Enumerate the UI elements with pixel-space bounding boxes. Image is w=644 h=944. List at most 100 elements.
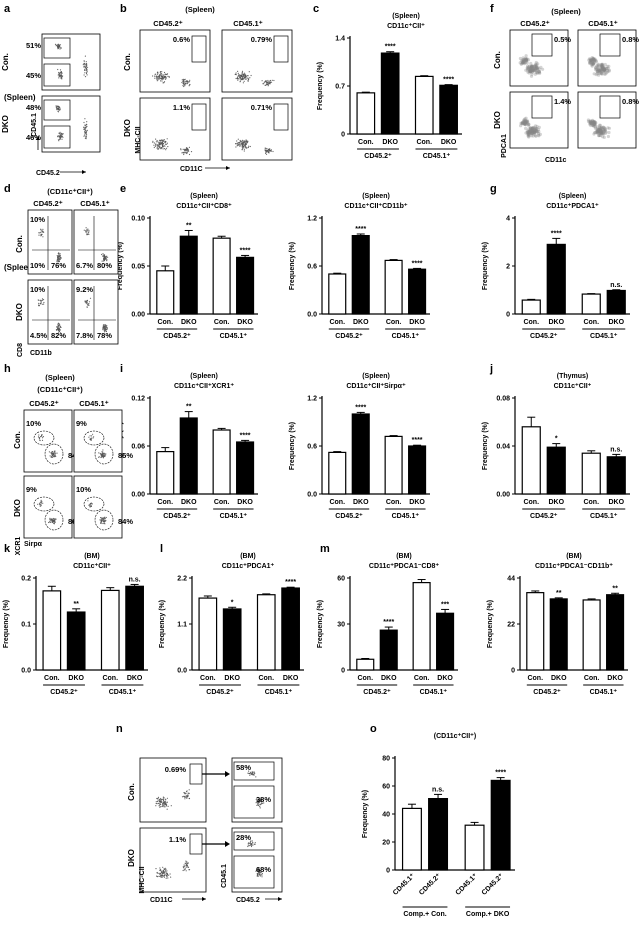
event-dot (155, 802, 157, 805)
event-dot (162, 803, 164, 805)
event-dot (599, 131, 604, 135)
event-dot (595, 67, 599, 71)
event-dot (528, 66, 532, 70)
event-dot (161, 870, 163, 872)
event-dot (270, 150, 272, 152)
bar (380, 52, 400, 135)
event-dot (530, 68, 535, 72)
event-dot (530, 70, 534, 74)
event-dot (160, 80, 162, 82)
column-label: CD45.1⁺ (233, 19, 262, 28)
event-dot (526, 132, 530, 136)
plot-frame (139, 97, 211, 161)
event-dot (88, 304, 90, 306)
event-dot (521, 60, 526, 64)
event-dot (267, 81, 269, 83)
event-dot (536, 66, 540, 70)
event-dot (187, 81, 189, 83)
event-dot (241, 77, 243, 80)
event-dot (257, 867, 259, 869)
event-dot (519, 62, 523, 66)
event-dot (185, 149, 188, 151)
event-dot (158, 801, 160, 803)
event-dot (526, 58, 531, 62)
event-dot (185, 793, 187, 795)
y-tick-label: 0.00 (131, 492, 145, 499)
event-dot (159, 869, 161, 871)
event-dot (155, 143, 157, 145)
gate (83, 430, 105, 446)
event-dot (597, 130, 601, 134)
event-dot (238, 78, 240, 80)
event-dot (600, 67, 604, 71)
event-dot (104, 254, 106, 256)
event-dot (157, 73, 159, 75)
event-dot (57, 68, 59, 71)
group-label: CD45.1⁺ (392, 333, 420, 340)
event-dot (595, 131, 599, 135)
event-dot (591, 56, 595, 61)
event-dot (522, 59, 526, 63)
event-dot (100, 453, 102, 455)
event-dot (603, 66, 607, 70)
event-dot (242, 73, 244, 75)
event-dot (599, 129, 603, 133)
event-dot (57, 323, 59, 325)
event-dot (164, 148, 166, 150)
event-dot (58, 46, 60, 48)
event-dot (165, 868, 167, 870)
event-dot (158, 144, 160, 146)
event-dot (187, 795, 189, 797)
event-dot (190, 151, 193, 153)
event-dot (529, 65, 533, 69)
event-dot (58, 258, 61, 260)
event-dot (155, 138, 157, 140)
gate-percent: 68% (256, 865, 271, 874)
event-dot (162, 139, 164, 141)
y-tick-label: 30 (337, 622, 345, 629)
event-dot (188, 789, 190, 791)
y-axis-label: Frequency (%) (487, 600, 494, 648)
panel-letter-i: i (120, 363, 123, 375)
event-dot (597, 128, 601, 132)
event-dot (165, 803, 167, 805)
event-dot (53, 451, 55, 453)
event-dot (590, 62, 594, 66)
event-dot (525, 58, 529, 63)
event-dot (183, 864, 185, 866)
event-dot (58, 260, 61, 262)
event-dot (598, 128, 602, 132)
event-dot (183, 82, 185, 84)
event-dot (600, 65, 604, 69)
event-dot (163, 875, 165, 877)
y-tick-label: 4 (506, 216, 510, 223)
event-dot (530, 126, 535, 130)
event-dot (249, 841, 252, 843)
event-dot (531, 126, 536, 130)
event-dot (589, 122, 594, 126)
event-dot (156, 80, 158, 82)
event-dot (59, 136, 62, 138)
event-dot (58, 330, 61, 333)
event-dot (244, 78, 246, 80)
event-dot (58, 73, 60, 75)
event-dot (257, 869, 259, 872)
plot-frame (41, 33, 101, 91)
event-dot (523, 117, 527, 121)
event-dot (102, 253, 104, 255)
row-label: DKO (127, 849, 136, 867)
event-dot (524, 126, 528, 130)
event-dot (239, 139, 241, 142)
event-dot (525, 68, 530, 72)
event-dot (43, 303, 45, 305)
event-dot (603, 62, 607, 67)
event-dot (59, 74, 61, 76)
event-dot (527, 122, 531, 126)
event-dot (41, 230, 43, 232)
event-dot (156, 146, 158, 148)
event-dot (596, 62, 600, 66)
event-dot (157, 77, 159, 79)
event-dot (83, 60, 85, 62)
event-dot (165, 870, 167, 873)
event-dot (58, 255, 60, 257)
